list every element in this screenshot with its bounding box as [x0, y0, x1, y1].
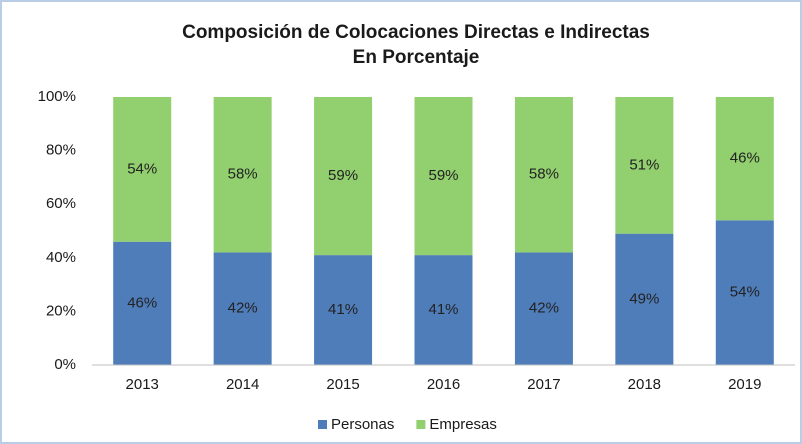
legend-swatch: [318, 420, 327, 429]
data-label: 54%: [730, 284, 760, 301]
legend-swatch: [416, 420, 426, 429]
data-label: 51%: [629, 156, 659, 173]
bar-segment: [514, 97, 573, 253]
bar-segment: [715, 97, 774, 221]
data-label: 58%: [228, 166, 258, 183]
chart-subtitle: En Porcentaje: [353, 47, 480, 68]
bar-segment: [314, 255, 373, 365]
x-tick-label: 2015: [326, 376, 359, 393]
y-tick-label: 20%: [46, 302, 76, 319]
x-tick-label: 2016: [427, 376, 460, 393]
data-label: 59%: [328, 167, 358, 184]
bar-segment: [314, 97, 373, 256]
x-tick-label: 2017: [527, 376, 560, 393]
bar-segment: [414, 97, 473, 256]
bar-segment: [715, 220, 774, 365]
data-label: 54%: [127, 160, 157, 177]
data-label: 42%: [228, 300, 258, 317]
chart-title: Composición de Colocaciones Directas e I…: [182, 22, 650, 43]
bar-segment: [213, 252, 272, 365]
x-tick-label: 2013: [126, 376, 159, 393]
bar-segment: [414, 255, 473, 365]
bar-segment: [113, 241, 172, 365]
x-tick-label: 2014: [226, 376, 259, 393]
bar-segment: [514, 252, 573, 365]
bar-segment: [213, 97, 272, 253]
bar-segment: [615, 233, 674, 365]
data-label: 41%: [428, 301, 458, 318]
data-label: 42%: [529, 300, 559, 317]
data-label: 59%: [428, 167, 458, 184]
data-label: 41%: [328, 301, 358, 318]
y-tick-label: 0%: [54, 356, 76, 373]
y-tick-label: 60%: [46, 195, 76, 212]
legend-label: Personas: [331, 416, 394, 433]
data-label: 58%: [529, 166, 559, 183]
data-label: 46%: [730, 150, 760, 167]
data-label: 49%: [629, 290, 659, 307]
bar-segment: [113, 97, 172, 242]
bar-segment: [615, 97, 674, 234]
y-tick-label: 80%: [46, 142, 76, 159]
legend-label: Empresas: [429, 416, 497, 433]
x-tick-label: 2018: [628, 376, 661, 393]
y-tick-label: 40%: [46, 249, 76, 266]
x-tick-label: 2019: [728, 376, 761, 393]
data-label: 46%: [127, 294, 157, 311]
y-tick-label: 100%: [38, 88, 76, 105]
